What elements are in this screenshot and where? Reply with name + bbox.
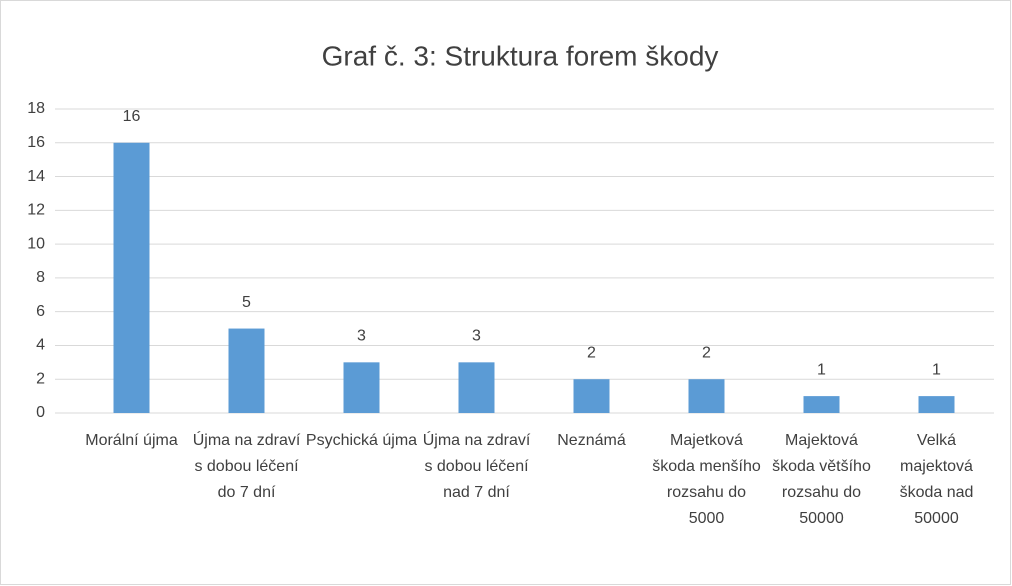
x-tick-label: Morální újma [85,432,178,449]
x-tick-label-box: Psychická újma [305,432,418,449]
x-tick-label-box: Velká majektová škoda nad 50000 [899,432,974,527]
bar [688,379,725,413]
y-tick-label: 0 [36,404,45,421]
bar [113,142,150,413]
x-tick-label: Majetková škoda menšího rozsahu do 5000 [652,432,761,527]
y-tick-label: 6 [36,303,45,320]
chart-title: Graf č. 3: Struktura forem škody [322,40,719,71]
bar [803,396,840,413]
x-tick-label: Velká majektová škoda nad 50000 [899,432,974,527]
y-tick-label: 14 [27,168,45,185]
data-label: 3 [472,328,481,345]
bar [918,396,955,413]
x-tick-label: Neznámá [557,432,626,449]
x-tick-label-box: Újma na zdraví s dobou léčení do 7 dní [192,432,301,501]
x-tick-label: Újma na zdraví s dobou léčení do 7 dní [192,432,301,501]
y-tick-label: 12 [27,202,45,219]
y-tick-label: 2 [36,370,45,387]
data-label: 16 [123,108,141,125]
y-tick-label: 8 [36,269,45,286]
y-tick-label: 4 [36,337,45,354]
data-label: 2 [702,344,711,361]
x-tick-label-box: Morální újma [85,432,178,449]
bar [573,379,610,413]
data-label: 5 [242,294,251,311]
x-tick-label: Psychická újma [305,432,418,449]
x-tick-label-box: Újma na zdraví s dobou léčení nad 7 dní [422,432,531,501]
data-label: 1 [932,361,941,378]
y-tick-label: 18 [27,100,45,117]
y-tick-label: 10 [27,235,45,252]
x-tick-label-box: Majektová škoda většího rozsahu do 50000 [772,432,871,527]
data-label: 1 [817,361,826,378]
x-tick-label-box: Neznámá [557,432,626,449]
bar [458,362,495,413]
y-tick-label: 16 [27,134,45,151]
x-tick-label: Újma na zdraví s dobou léčení nad 7 dní [422,432,531,501]
x-tick-label-box: Majetková škoda menšího rozsahu do 5000 [652,432,761,527]
data-label: 3 [357,328,366,345]
data-label: 2 [587,344,596,361]
x-tick-label: Majektová škoda většího rozsahu do 50000 [772,432,871,527]
bar [228,328,265,413]
bar [343,362,380,413]
